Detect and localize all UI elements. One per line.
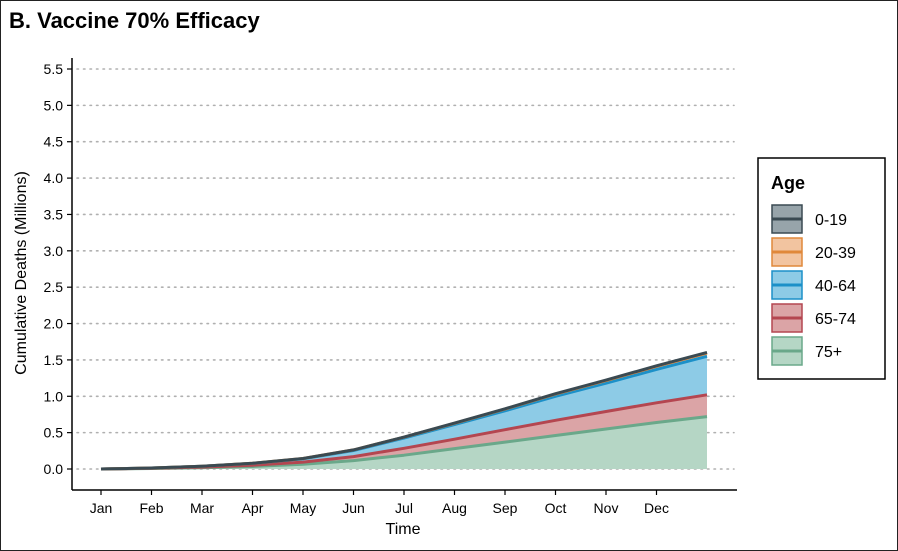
x-tick-label: Apr	[242, 500, 264, 516]
y-tick-label: 3.5	[44, 206, 64, 222]
x-axis-title: Time	[386, 521, 421, 538]
x-axis-ticks: Jan Feb Mar Apr May Jun Jul Aug Sep Oct Nov Dec	[90, 490, 669, 516]
chart-title: B. Vaccine 70% Efficacy	[9, 8, 260, 33]
x-tick-label: May	[290, 500, 316, 516]
y-tick-label: 2.5	[44, 279, 64, 295]
y-tick-label: 0.5	[44, 425, 64, 441]
x-tick-label: Jun	[342, 500, 365, 516]
legend-items: 0-19 20-39 40-64 65-74 75+	[771, 204, 856, 366]
x-tick-label: Jan	[90, 500, 113, 516]
area-75+	[101, 416, 707, 469]
x-tick-label: Jul	[395, 500, 413, 516]
legend-label: 65-74	[815, 311, 856, 328]
y-tick-label: 2.0	[44, 316, 64, 332]
y-tick-label: 1.0	[44, 388, 64, 404]
x-tick-label: Nov	[594, 500, 619, 516]
y-tick-label: 0.0	[44, 461, 64, 477]
x-tick-label: Sep	[493, 500, 518, 516]
y-axis-title: Cumulative Deaths (Millions)	[13, 171, 30, 375]
x-tick-label: Feb	[139, 500, 163, 516]
line-0-19	[100, 350, 708, 471]
x-tick-label: Aug	[442, 500, 467, 516]
series-lines	[100, 350, 708, 471]
x-tick-label: Mar	[190, 500, 214, 516]
area-40-64	[101, 356, 707, 469]
y-tick-label: 5.5	[44, 61, 64, 77]
x-tick-label: Dec	[644, 500, 669, 516]
y-tick-label: 4.5	[44, 134, 64, 150]
legend-label: 0-19	[815, 212, 847, 229]
legend: Age 0-19 20-39 40-64 65-74 75+	[757, 157, 886, 380]
y-tick-label: 5.0	[44, 97, 64, 113]
legend-title: Age	[771, 173, 805, 193]
y-tick-label: 4.0	[44, 170, 64, 186]
x-tick-label: Oct	[545, 500, 567, 516]
y-tick-label: 1.5	[44, 352, 64, 368]
legend-label: 40-64	[815, 278, 856, 295]
y-tick-label: 3.0	[44, 243, 64, 259]
y-axis-ticks: 0.0 0.5 1.0 1.5 2.0 2.5 3.0 3.5 4.0 4.5 5.0 5.5	[44, 61, 72, 477]
legend-label: 75+	[815, 344, 842, 361]
legend-label: 20-39	[815, 245, 856, 262]
